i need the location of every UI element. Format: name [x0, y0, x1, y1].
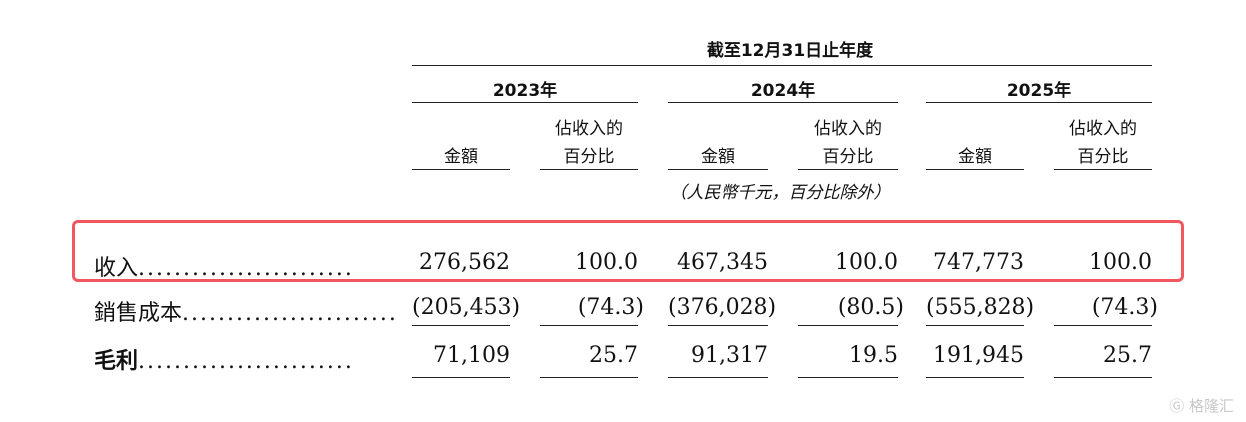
watermark: Ⓖ 格隆汇 — [1169, 395, 1234, 416]
row-label-text: 銷售成本 — [94, 301, 183, 326]
col-pct-2024-l1: 佔收入的 — [814, 119, 882, 139]
cost-rule-3 — [668, 325, 768, 326]
gp-2025-amount: 191,945 — [933, 343, 1024, 368]
year-2024: 2024年 — [750, 81, 816, 101]
sub-rule-2 — [540, 169, 638, 170]
rev-2025-amount: 747,773 — [933, 250, 1024, 275]
col-pct-2023-l1: 佔收入的 — [555, 119, 623, 139]
period-rule — [412, 65, 1152, 66]
cost-rule-5 — [926, 325, 1024, 326]
gp-2025-pct: 25.7 — [1103, 343, 1152, 368]
cost-rule-2 — [540, 325, 638, 326]
leader-dots: ........................ — [182, 301, 398, 326]
watermark-logo-icon: Ⓖ — [1169, 397, 1185, 415]
year-rule-2024 — [668, 102, 898, 103]
watermark-text: 格隆汇 — [1188, 397, 1234, 415]
row-label-cost: 銷售成本........................ — [94, 295, 398, 327]
cost-2025-pct: (74.3) — [1091, 295, 1158, 320]
gp-2024-pct: 19.5 — [849, 343, 898, 368]
unit-note: （人民幣千元，百分比除外） — [669, 183, 891, 203]
cost-2023-pct: (74.3) — [577, 295, 644, 320]
col-amount-2023: 金額 — [444, 147, 478, 167]
gp-rule-6 — [1054, 377, 1152, 378]
gp-2023-amount: 71,109 — [433, 343, 510, 368]
sub-rule-6 — [1054, 169, 1152, 170]
col-pct-2025-l2: 百分比 — [1077, 147, 1129, 167]
col-pct-2023-l2: 百分比 — [563, 147, 615, 167]
row-label-revenue: 收入........................ — [94, 250, 354, 282]
rev-2024-amount: 467,345 — [677, 250, 768, 275]
period-title: 截至12月31日止年度 — [706, 41, 874, 61]
col-pct-2024-l2: 百分比 — [822, 147, 874, 167]
col-pct-2025-l1: 佔收入的 — [1069, 119, 1137, 139]
row-label-gross-profit: 毛利........................ — [94, 343, 354, 375]
gp-rule-1 — [412, 377, 510, 378]
cost-rule-1 — [412, 325, 510, 326]
year-rule-2025 — [926, 102, 1152, 103]
cost-rule-4 — [798, 325, 898, 326]
sub-rule-4 — [798, 169, 898, 170]
gp-2024-amount: 91,317 — [691, 343, 768, 368]
gp-rule-2 — [540, 377, 638, 378]
row-label-text: 毛利 — [94, 349, 139, 374]
cost-2024-pct: (80.5) — [837, 295, 904, 320]
sub-rule-3 — [668, 169, 768, 170]
gp-rule-5 — [926, 377, 1024, 378]
leader-dots: ........................ — [138, 256, 354, 281]
gp-rule-3 — [668, 377, 768, 378]
gp-2023-pct: 25.7 — [589, 343, 638, 368]
col-amount-2025: 金額 — [958, 147, 992, 167]
gp-rule-4 — [798, 377, 898, 378]
year-2023: 2023年 — [492, 81, 558, 101]
cost-2025-amount: (555,828) — [926, 295, 1035, 320]
row-label-text: 收入 — [94, 256, 139, 281]
rev-2023-amount: 276,562 — [419, 250, 510, 275]
year-rule-2023 — [412, 102, 638, 103]
sub-rule-5 — [926, 169, 1024, 170]
col-amount-2024: 金額 — [701, 147, 735, 167]
rev-2023-pct: 100.0 — [575, 250, 638, 275]
cost-2024-amount: (376,028) — [668, 295, 777, 320]
rev-2025-pct: 100.0 — [1089, 250, 1152, 275]
cost-2023-amount: (205,453) — [412, 295, 521, 320]
sub-rule-1 — [412, 169, 510, 170]
cost-rule-6 — [1054, 325, 1152, 326]
leader-dots: ........................ — [138, 349, 354, 374]
highlight-box — [72, 220, 1184, 282]
year-2025: 2025年 — [1006, 81, 1072, 101]
rev-2024-pct: 100.0 — [835, 250, 898, 275]
